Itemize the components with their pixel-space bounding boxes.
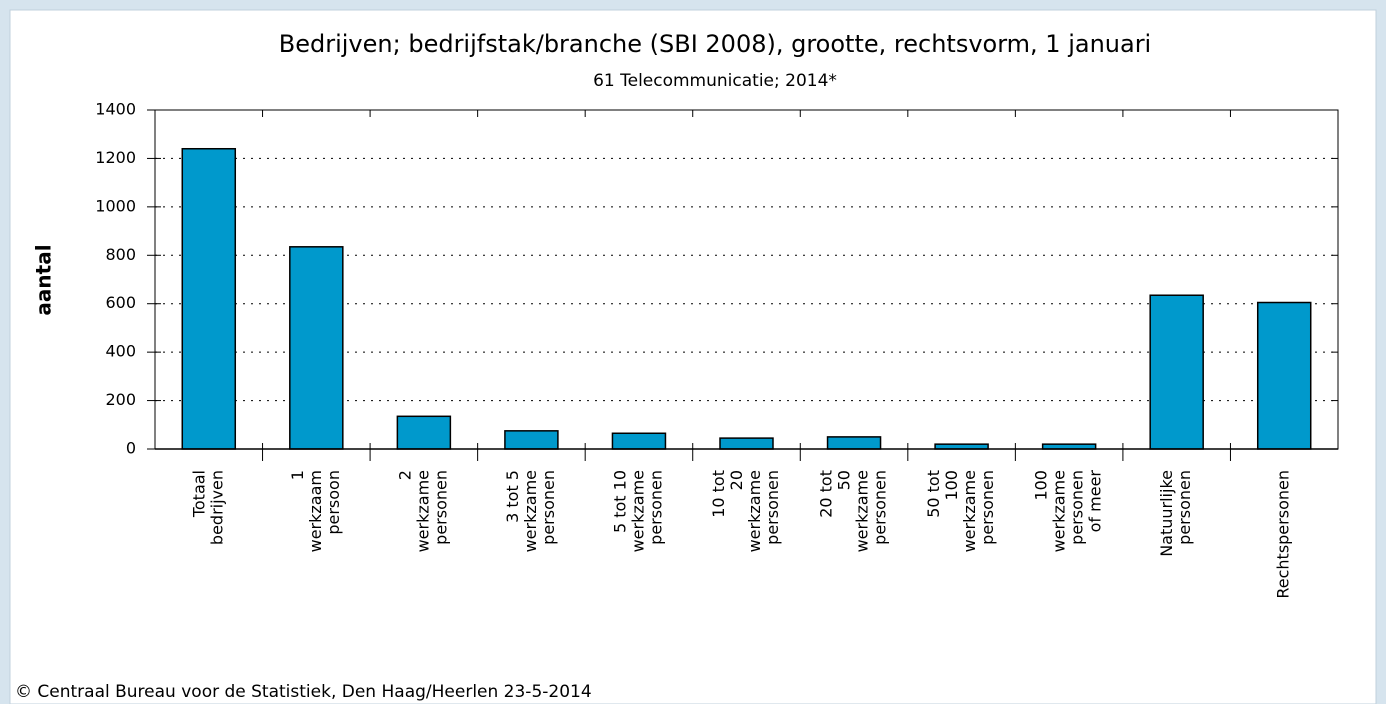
bar	[289, 246, 344, 450]
bar	[396, 415, 452, 450]
y-tick-label: 1200	[95, 148, 136, 167]
x-tick-label: Totaal	[189, 470, 208, 518]
panel	[9, 9, 1377, 704]
x-tick-label: personen	[646, 470, 665, 545]
y-tick-label: 0	[126, 439, 136, 458]
x-tick-label: personen	[1175, 470, 1194, 545]
x-tick-label: 5 tot 10	[610, 470, 629, 533]
x-tick-label: 1	[288, 470, 307, 480]
x-tick-label: personen	[1068, 470, 1087, 545]
x-tick-label: 3 tot 5	[503, 470, 522, 523]
bar	[719, 437, 774, 450]
bar	[181, 147, 237, 450]
x-tick-label: werkzame	[960, 470, 979, 552]
y-axis-label: aantal	[32, 244, 56, 315]
x-tick-label: 50	[835, 470, 854, 490]
y-tick-label: 1400	[95, 100, 136, 119]
x-tick-label: bedrijven	[207, 470, 226, 545]
footer: © Centraal Bureau voor de Statistiek, De…	[15, 682, 592, 702]
x-tick-label: werkzame	[521, 470, 540, 552]
x-tick-label: 100	[942, 470, 961, 501]
x-tick-label: personen	[871, 470, 890, 545]
chart-title: Bedrijven; bedrijfstak/branche (SBI 2008…	[279, 30, 1151, 58]
x-tick-label: personen	[539, 470, 558, 545]
x-tick-label: werkzame	[1050, 470, 1069, 552]
bar	[1256, 301, 1312, 450]
x-tick-label: Rechtspersonen	[1274, 470, 1293, 599]
x-tick-label: persoon	[324, 470, 343, 535]
x-tick-label: werkzame	[745, 470, 764, 552]
x-tick-label: of meer	[1086, 470, 1105, 533]
y-tick-label: 1000	[95, 196, 136, 215]
bar	[611, 432, 667, 450]
x-tick-label: werkzame	[628, 470, 647, 552]
x-tick-label: personen	[978, 470, 997, 545]
x-tick-label: personen	[431, 470, 450, 545]
y-tick-label: 400	[105, 342, 136, 361]
x-tick-label: 50 tot	[924, 470, 943, 518]
bar	[1149, 294, 1204, 450]
x-tick-label: 20 tot	[817, 470, 836, 518]
bar	[826, 436, 882, 450]
x-tick-label: 20	[727, 470, 746, 490]
y-tick-label: 800	[105, 245, 136, 264]
x-tick-label: 100	[1032, 470, 1051, 501]
bar	[504, 430, 559, 450]
x-tick-label: Natuurlijke	[1157, 470, 1176, 557]
x-tick-label: werkzame	[853, 470, 872, 552]
x-tick-label: 2	[395, 470, 414, 480]
chart-subtitle: 61 Telecommunicatie; 2014*	[593, 71, 837, 91]
x-tick-label: personen	[763, 470, 782, 545]
x-tick-label: werkzaam	[306, 470, 325, 552]
y-tick-label: 600	[105, 293, 136, 312]
x-tick-label: 10 tot	[709, 470, 728, 518]
x-tick-label: werkzame	[413, 470, 432, 552]
y-tick-label: 200	[105, 390, 136, 409]
